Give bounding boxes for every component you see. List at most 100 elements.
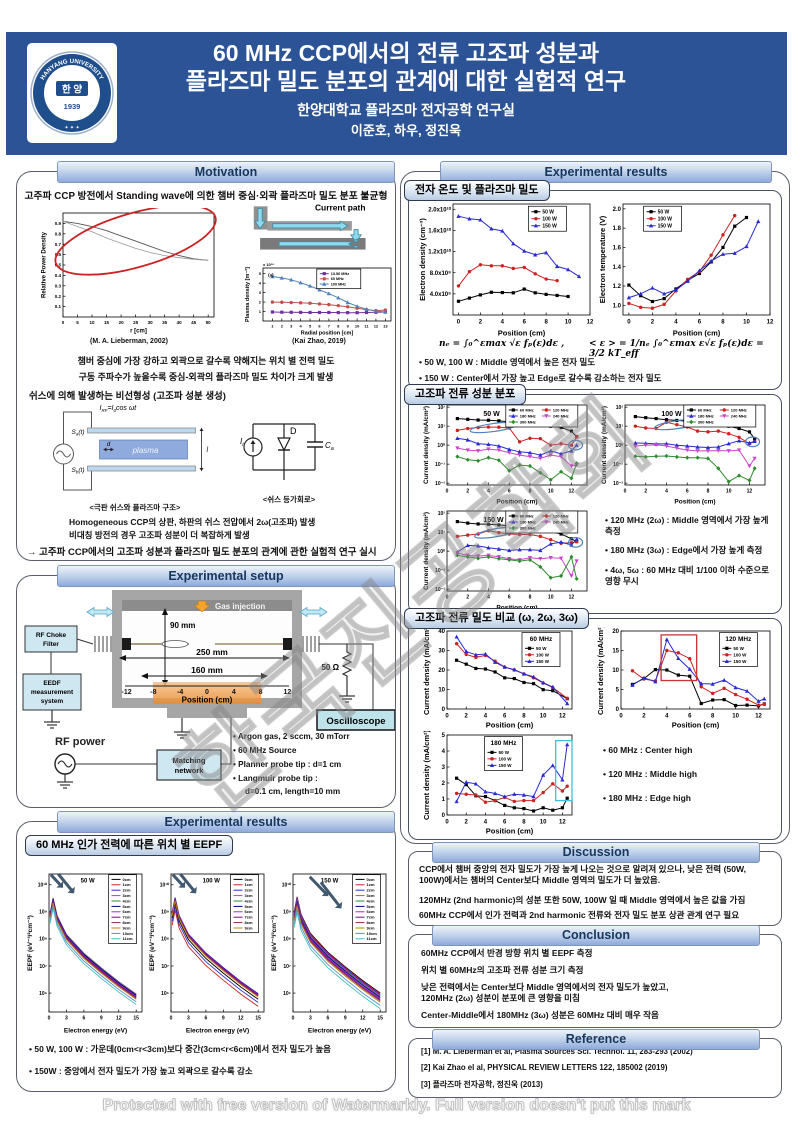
svg-text:0.1: 0.1 <box>55 304 62 309</box>
svg-text:15: 15 <box>104 320 110 325</box>
svg-text:11cm: 11cm <box>123 936 133 941</box>
svg-text:5cm: 5cm <box>245 904 253 909</box>
svg-text:15: 15 <box>377 1016 383 1022</box>
svg-text:100 MHz: 100 MHz <box>331 282 346 286</box>
equiv-caption: <쉬스 등가회로> <box>262 495 316 504</box>
svg-text:240 MHz: 240 MHz <box>553 413 569 418</box>
motivation-line2: 챔버 중심에 가장 강하고 외곽으로 갈수록 약해지는 위치 별 전력 밀도 <box>77 356 335 366</box>
svg-text:6: 6 <box>508 595 511 601</box>
setup-bullet: Planner probe tip : d=1 cm <box>233 760 391 771</box>
dim-160mm: 160 mm <box>191 665 223 675</box>
motivation-panel: 고주파 CCP 방전에서 Standing wave에 의한 챔버 중심·외곽 … <box>16 171 396 561</box>
svg-text:10²: 10² <box>438 511 446 517</box>
svg-text:0.9: 0.9 <box>55 221 62 226</box>
cyan-arrow-right <box>299 606 328 618</box>
svg-text:Radial position [cm]: Radial position [cm] <box>301 331 354 337</box>
svg-text:3cm: 3cm <box>367 893 375 898</box>
svg-text:60 MHz: 60 MHz <box>520 407 534 412</box>
svg-text:150 W: 150 W <box>542 223 557 229</box>
svg-text:10: 10 <box>612 668 619 674</box>
svg-text:6: 6 <box>503 820 507 826</box>
svg-text:Relative Power Density: Relative Power Density <box>42 231 48 298</box>
svg-text:4: 4 <box>487 595 490 601</box>
svg-text:0: 0 <box>445 714 449 720</box>
svg-text:12: 12 <box>559 714 566 720</box>
svg-text:40: 40 <box>438 629 445 635</box>
matching-label2: network <box>175 766 205 775</box>
svg-text:15: 15 <box>612 649 619 655</box>
eepf-panel: 60 MHz 인가 전력에 따른 위치 별 EEPF 0 3 6 9 12 15 10⁶ 10… <box>16 821 396 1092</box>
electron-density-chart: 0 2 4 6 8 10 12 4.0x10⁹ 8.0x10⁹ 1.2x10¹⁰ 1.6x10¹⁰ 2… <box>417 199 595 338</box>
svg-text:9: 9 <box>100 1016 103 1022</box>
svg-text:3: 3 <box>309 1016 312 1022</box>
eepf-badge: 60 MHz 인가 전력에 따른 위치 별 EEPF <box>25 835 234 856</box>
ground-symbol <box>44 710 60 729</box>
svg-text:50 W: 50 W <box>81 878 95 884</box>
svg-text:4: 4 <box>674 320 678 326</box>
svg-text:5: 5 <box>616 688 620 694</box>
svg-text:0: 0 <box>624 489 627 495</box>
svg-text:10¹⁰: 10¹⁰ <box>38 883 47 889</box>
svg-text:100 W: 100 W <box>542 216 557 222</box>
svg-text:10⁷: 10⁷ <box>283 964 291 970</box>
svg-text:2cm: 2cm <box>245 888 253 893</box>
svg-text:10: 10 <box>540 714 547 720</box>
svg-text:45: 45 <box>191 320 197 325</box>
svg-text:Electron energy (eV): Electron energy (eV) <box>186 1028 249 1035</box>
svg-text:4cm: 4cm <box>367 898 375 903</box>
svg-text:0: 0 <box>442 813 446 819</box>
sa-label: Sa(t) <box>72 429 85 437</box>
svg-text:Position (cm): Position (cm) <box>674 499 715 506</box>
svg-text:40: 40 <box>177 320 183 325</box>
svg-text:12: 12 <box>569 489 575 495</box>
svg-text:2cm: 2cm <box>367 888 375 893</box>
svg-text:Position (cm): Position (cm) <box>672 721 720 730</box>
svg-text:0: 0 <box>170 1016 173 1022</box>
svg-text:10⁹: 10⁹ <box>161 910 170 916</box>
svg-text:2: 2 <box>466 595 469 601</box>
ground-symbol <box>174 718 190 739</box>
lieberman-caption: (M. A. Lieberman, 2002) <box>90 338 168 345</box>
conclusion-p4: Center-Middle에서 180MHz (3ω) 성분은 60MHz 대비… <box>421 1010 659 1020</box>
svg-text:12: 12 <box>767 320 774 326</box>
svg-text:4cm: 4cm <box>123 898 131 903</box>
motivation-line5b: 비대칭 방전의 경우 고조파 성분이 더 복잡하게 발생 <box>69 530 250 540</box>
svg-text:10: 10 <box>355 324 360 329</box>
ground-symbol <box>339 688 355 703</box>
svg-text:50 W: 50 W <box>733 646 744 651</box>
svg-text:Position (cm): Position (cm) <box>673 329 721 338</box>
svg-text:3: 3 <box>442 765 446 771</box>
setup-bullet: Argon gas, 2 sccm, 30 mTorr <box>233 732 391 743</box>
svg-text:0.4: 0.4 <box>55 273 62 278</box>
svg-text:10¹⁰: 10¹⁰ <box>282 883 291 889</box>
svg-text:EEPF (eV⁻³/²cm⁻³): EEPF (eV⁻³/²cm⁻³) <box>27 915 34 971</box>
svg-text:10⁻²: 10⁻² <box>613 481 623 487</box>
svg-text:0.8: 0.8 <box>55 231 62 236</box>
svg-text:8: 8 <box>529 595 532 601</box>
svg-text:11: 11 <box>364 324 369 329</box>
svg-text:10: 10 <box>548 595 554 601</box>
svg-text:10: 10 <box>540 820 547 826</box>
irf-label: IRF=I0cos ωt <box>100 405 138 413</box>
reference-3: [3] 플라즈마 전자공학, 정진욱 (2013) <box>421 1080 543 1089</box>
compare-120mhz-chart: 0 2 4 6 8 10 12 0 5 10 15 20 Position (cm) Current de… <box>595 624 775 730</box>
svg-text:20: 20 <box>612 629 619 635</box>
svg-text:9cm: 9cm <box>245 925 253 930</box>
svg-text:10⁸: 10⁸ <box>39 937 48 943</box>
svg-text:10⁰: 10⁰ <box>615 443 623 449</box>
svg-text:8cm: 8cm <box>123 920 131 925</box>
svg-text:150 W: 150 W <box>536 659 550 664</box>
svg-text:120 MHz: 120 MHz <box>553 513 569 518</box>
cyan-arrow-left <box>86 606 115 618</box>
svg-text:8: 8 <box>529 489 532 495</box>
svg-text:2.0x10¹⁰: 2.0x10¹⁰ <box>428 206 451 213</box>
motivation-line3: 구동 주파수가 높을수록 중심-외곽의 플라즈마 밀도 차이가 크게 발생 <box>78 372 334 382</box>
svg-text:150 W: 150 W <box>321 878 339 884</box>
electron-temperature-chart: 0 2 4 6 8 10 12 1.0 1.2 1.4 1.6 1.8 2.0 Position (cm)… <box>597 199 775 338</box>
svg-text:0cm: 0cm <box>123 877 131 882</box>
svg-text:0: 0 <box>616 707 620 713</box>
svg-text:Plasma density [m⁻³]: Plasma density [m⁻³] <box>244 267 251 322</box>
svg-text:1: 1 <box>259 309 262 314</box>
svg-text:8: 8 <box>337 324 340 329</box>
svg-text:50: 50 <box>206 320 212 325</box>
